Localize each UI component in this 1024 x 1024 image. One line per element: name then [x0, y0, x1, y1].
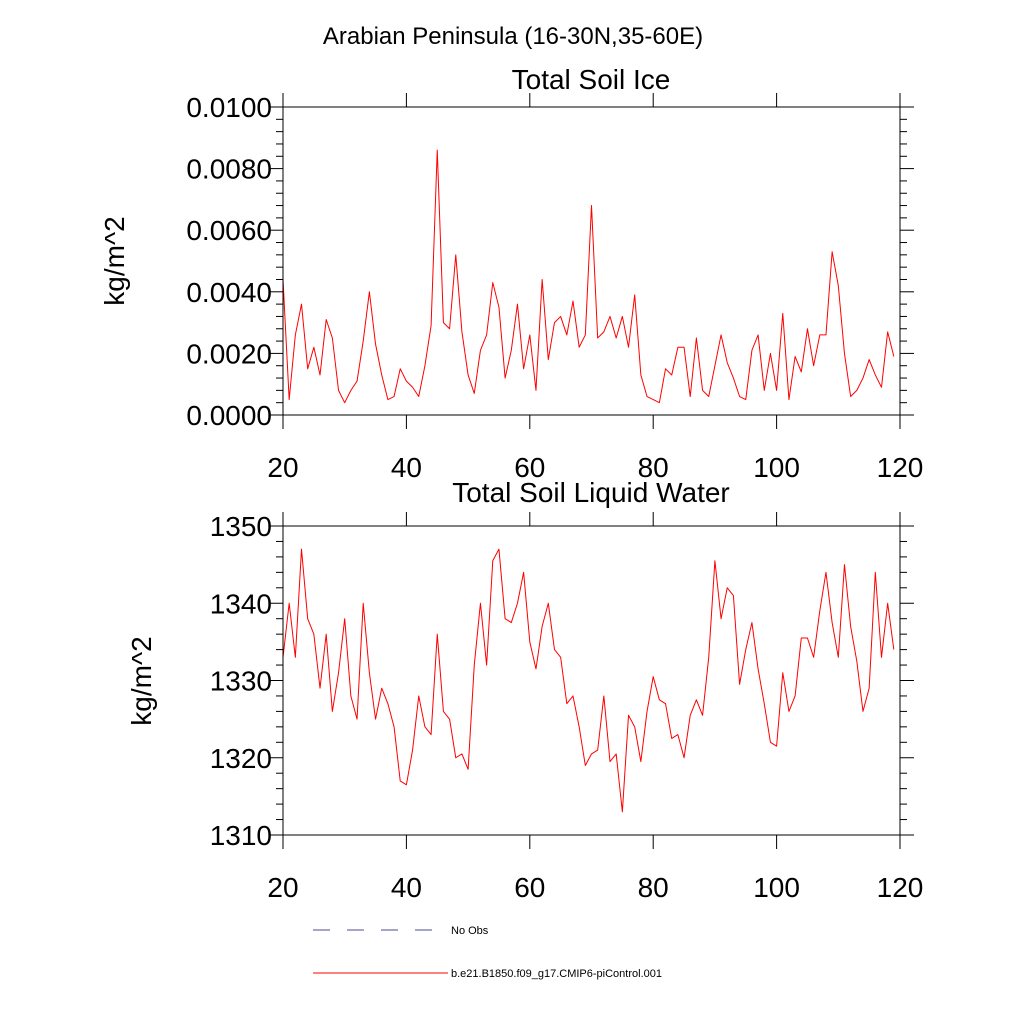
- y-tick-label: 1320: [210, 743, 272, 774]
- axis-ticks: [269, 93, 914, 429]
- y-tick-label: 0.0040: [186, 277, 272, 308]
- plot-frame: [282, 106, 901, 416]
- x-tick-label: 40: [391, 872, 422, 903]
- plot-frame: [282, 525, 901, 836]
- y-tick-label: 1350: [210, 511, 272, 542]
- x-tick-label: 20: [267, 452, 298, 483]
- x-tick-label: 20: [267, 872, 298, 903]
- series-line-model: [282, 149, 895, 404]
- x-tick-label: 100: [753, 452, 800, 483]
- legend-label-model: b.e21.B1850.f09_g17.CMIP6-piControl.001: [451, 968, 662, 980]
- x-tick-label: 80: [638, 872, 669, 903]
- y-tick-label: 0.0060: [186, 215, 272, 246]
- panel-total-soil-liquid-water: Total Soil Liquid Water kg/m^2 20 40 60 80 1…: [126, 477, 923, 903]
- panel-total-soil-ice: Total Soil Ice kg/m^2 20 40 60 80 100 120 0.00…: [99, 64, 923, 483]
- x-tick-label: 40: [391, 452, 422, 483]
- y-tick-label: 1330: [210, 666, 272, 697]
- y-tick-label: 1340: [210, 588, 272, 619]
- legend-label-no-obs: No Obs: [451, 925, 489, 937]
- tick-labels: 20 40 60 80 100 120 0.0000 0.0020 0.0040 0.0060 0.…: [186, 92, 923, 483]
- axis-ticks: [269, 512, 914, 849]
- y-tick-label: 0.0020: [186, 338, 272, 369]
- y-axis-label: kg/m^2: [126, 636, 157, 725]
- x-tick-label: 120: [877, 872, 924, 903]
- tick-labels: 20 40 60 80 100 120 1310 1320 1330 1340 1350: [210, 511, 924, 903]
- figure-title: Arabian Peninsula (16-30N,35-60E): [323, 23, 703, 50]
- series-line-model: [282, 548, 895, 813]
- x-tick-label: 60: [514, 452, 545, 483]
- y-axis-label: kg/m^2: [99, 216, 130, 305]
- panel-title: Total Soil Ice: [512, 64, 671, 95]
- x-tick-label: 60: [514, 872, 545, 903]
- legend: No Obs b.e21.B1850.f09_g17.CMIP6-piContr…: [313, 925, 662, 980]
- x-tick-label: 80: [638, 452, 669, 483]
- y-tick-label: 1310: [210, 820, 272, 851]
- series-lines: [282, 149, 895, 404]
- y-tick-label: 0.0000: [186, 400, 272, 431]
- y-tick-label: 0.0100: [186, 92, 272, 123]
- y-tick-label: 0.0080: [186, 154, 272, 185]
- series-lines: [282, 548, 895, 813]
- x-tick-label: 100: [753, 872, 800, 903]
- panel-title: Total Soil Liquid Water: [452, 477, 730, 508]
- x-tick-label: 120: [877, 452, 924, 483]
